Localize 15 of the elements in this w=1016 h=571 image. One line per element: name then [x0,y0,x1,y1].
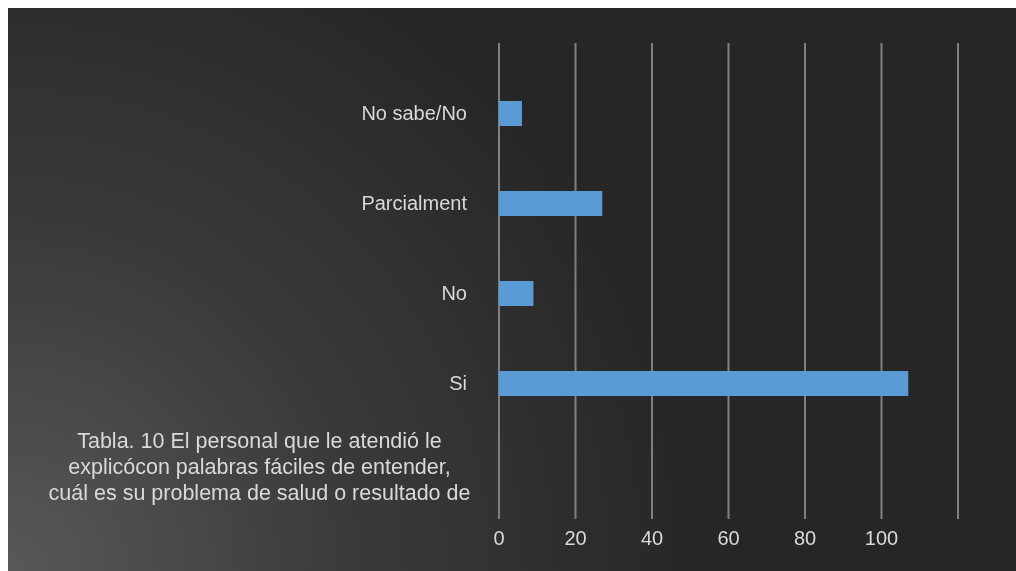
x-tick-label: 40 [640,527,664,550]
x-tick-label: 80 [793,527,817,550]
bar [499,101,522,126]
y-tick-label: Si [449,372,467,395]
y-tick-label: Parcialment [361,192,468,215]
bar [499,371,909,396]
x-tick-label: 60 [717,527,740,550]
x-tick-label: 20 [564,527,587,550]
text: Tabla. 10 El personal que le atendió le explicócon palabras fáciles de entender, cuál es su problema de salud o resultado de [48,428,471,506]
x-tick-label: 0 [493,527,505,550]
x-tick-label: 100 [864,527,899,550]
y-tick-label: No sabe/No [361,102,467,125]
bar [499,191,603,216]
bar [499,281,534,306]
y-tick-label: No [441,282,467,305]
